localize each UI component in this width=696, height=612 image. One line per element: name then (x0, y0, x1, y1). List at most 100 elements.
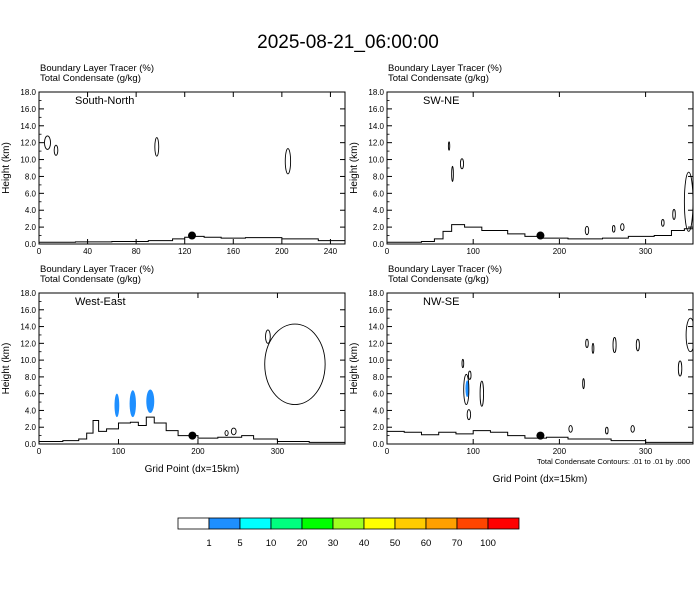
colorbar: 1 5 10 20 30 40 50 60 70 100 (177, 517, 520, 549)
condensate-contour (230, 427, 237, 436)
y-axis-label: Height (km) (1, 142, 12, 194)
main-title: 2025-08-21_06:00:00 (257, 32, 439, 53)
condensate-footnote: Total Condensate Contours: .01 to .01 by… (537, 457, 690, 466)
colorbar-swatch (487, 517, 520, 530)
condensate-contour (264, 323, 326, 406)
colorbar-swatch (394, 517, 427, 530)
terrain-line (387, 430, 693, 443)
y-tick-label: 10.0 (20, 156, 36, 165)
y-tick-label: 18.0 (368, 88, 384, 97)
y-tick-label: 10.0 (368, 356, 384, 365)
x-tick-label: 300 (639, 447, 653, 456)
colorbar-swatch (301, 517, 334, 530)
y-tick-label: 0.0 (373, 240, 385, 249)
y-tick-label: 12.0 (368, 139, 384, 148)
colorbar-swatch (239, 517, 272, 530)
panel-header-condensate: Total Condensate (g/kg) (40, 274, 141, 285)
panel-header-condensate: Total Condensate (g/kg) (40, 73, 141, 84)
condensate-contour (661, 219, 665, 227)
condensate-contour (635, 338, 640, 352)
x-tick-label: 40 (83, 247, 92, 256)
condensate-contour (582, 378, 585, 390)
colorbar-swatch (208, 517, 241, 530)
colorbar-swatch (332, 517, 365, 530)
condensate-contour (585, 338, 589, 348)
location-marker (536, 231, 545, 240)
x-tick-label: 200 (553, 247, 567, 256)
y-tick-label: 16.0 (20, 306, 36, 315)
x-tick-label: 200 (191, 447, 205, 456)
y-tick-label: 14.0 (368, 122, 384, 131)
tracer-fill-region (114, 393, 120, 418)
condensate-contour (685, 317, 693, 353)
x-tick-label: 0 (385, 247, 390, 256)
y-tick-label: 16.0 (20, 105, 36, 114)
plot-frame (386, 292, 694, 445)
y-axis-label: Height (km) (1, 343, 12, 395)
colorbar-label: 70 (452, 538, 463, 549)
panel-header-tracer: Boundary Layer Tracer (%) (388, 63, 502, 74)
y-tick-label: 16.0 (368, 105, 384, 114)
y-tick-label: 16.0 (368, 306, 384, 315)
x-axis-label: Grid Point (dx=15km) (145, 464, 240, 475)
condensate-contour (584, 225, 590, 236)
colorbar-swatch (270, 517, 303, 530)
y-tick-label: 8.0 (373, 172, 385, 181)
panel-header-tracer: Boundary Layer Tracer (%) (388, 264, 502, 275)
condensate-contour (284, 148, 292, 175)
y-tick-label: 0.0 (25, 240, 37, 249)
tracer-fill-region (465, 380, 469, 398)
x-tick-label: 200 (553, 447, 567, 456)
condensate-contour (568, 425, 573, 433)
condensate-contour (630, 425, 635, 433)
panel-header-tracer: Boundary Layer Tracer (%) (40, 264, 154, 275)
y-axis-label: Height (km) (349, 142, 360, 194)
panel-header-tracer: Boundary Layer Tracer (%) (40, 63, 154, 74)
colorbar-label: 50 (390, 538, 401, 549)
y-tick-label: 18.0 (368, 289, 384, 298)
panel-sw-ne: Boundary Layer Tracer (%)Total Condensat… (349, 63, 694, 256)
panel-south-north: Boundary Layer Tracer (%)Total Condensat… (1, 63, 346, 256)
plot-frame (38, 91, 346, 245)
x-tick-label: 0 (37, 447, 42, 456)
condensate-contour (468, 370, 472, 380)
panel-west-east: Boundary Layer Tracer (%)Total Condensat… (1, 264, 346, 475)
condensate-contour (591, 342, 595, 354)
y-tick-label: 6.0 (373, 189, 385, 198)
x-tick-label: 80 (132, 247, 141, 256)
x-tick-label: 120 (178, 247, 192, 256)
location-marker (188, 431, 197, 440)
condensate-contour (677, 360, 683, 377)
colorbar-label: 5 (237, 538, 242, 549)
y-tick-label: 18.0 (20, 289, 36, 298)
colorbar-swatch (425, 517, 458, 530)
condensate-contour (683, 171, 693, 232)
panel-header-condensate: Total Condensate (g/kg) (388, 73, 489, 84)
y-tick-label: 12.0 (20, 339, 36, 348)
plot-frame (38, 292, 346, 445)
condensate-contour (44, 135, 51, 150)
condensate-contour (466, 409, 472, 421)
condensate-contour (611, 224, 616, 233)
y-tick-label: 6.0 (25, 390, 37, 399)
y-tick-label: 4.0 (25, 406, 37, 415)
y-tick-label: 2.0 (25, 423, 37, 432)
y-tick-label: 6.0 (373, 390, 385, 399)
colorbar-swatch (456, 517, 489, 530)
condensate-contour (154, 137, 160, 157)
y-tick-label: 12.0 (20, 139, 36, 148)
condensate-contour (265, 329, 271, 344)
plot-frame (386, 91, 694, 245)
panel-label: South-North (75, 95, 134, 107)
y-tick-label: 8.0 (25, 172, 37, 181)
colorbar-label: 30 (328, 538, 339, 549)
terrain-line (387, 224, 693, 243)
plot-area (387, 141, 693, 243)
x-tick-label: 300 (271, 447, 285, 456)
x-tick-label: 100 (467, 247, 481, 256)
y-tick-label: 6.0 (25, 189, 37, 198)
terrain-line (39, 416, 345, 443)
panel-label: NW-SE (423, 296, 459, 308)
panels-group: Boundary Layer Tracer (%)Total Condensat… (1, 63, 694, 485)
